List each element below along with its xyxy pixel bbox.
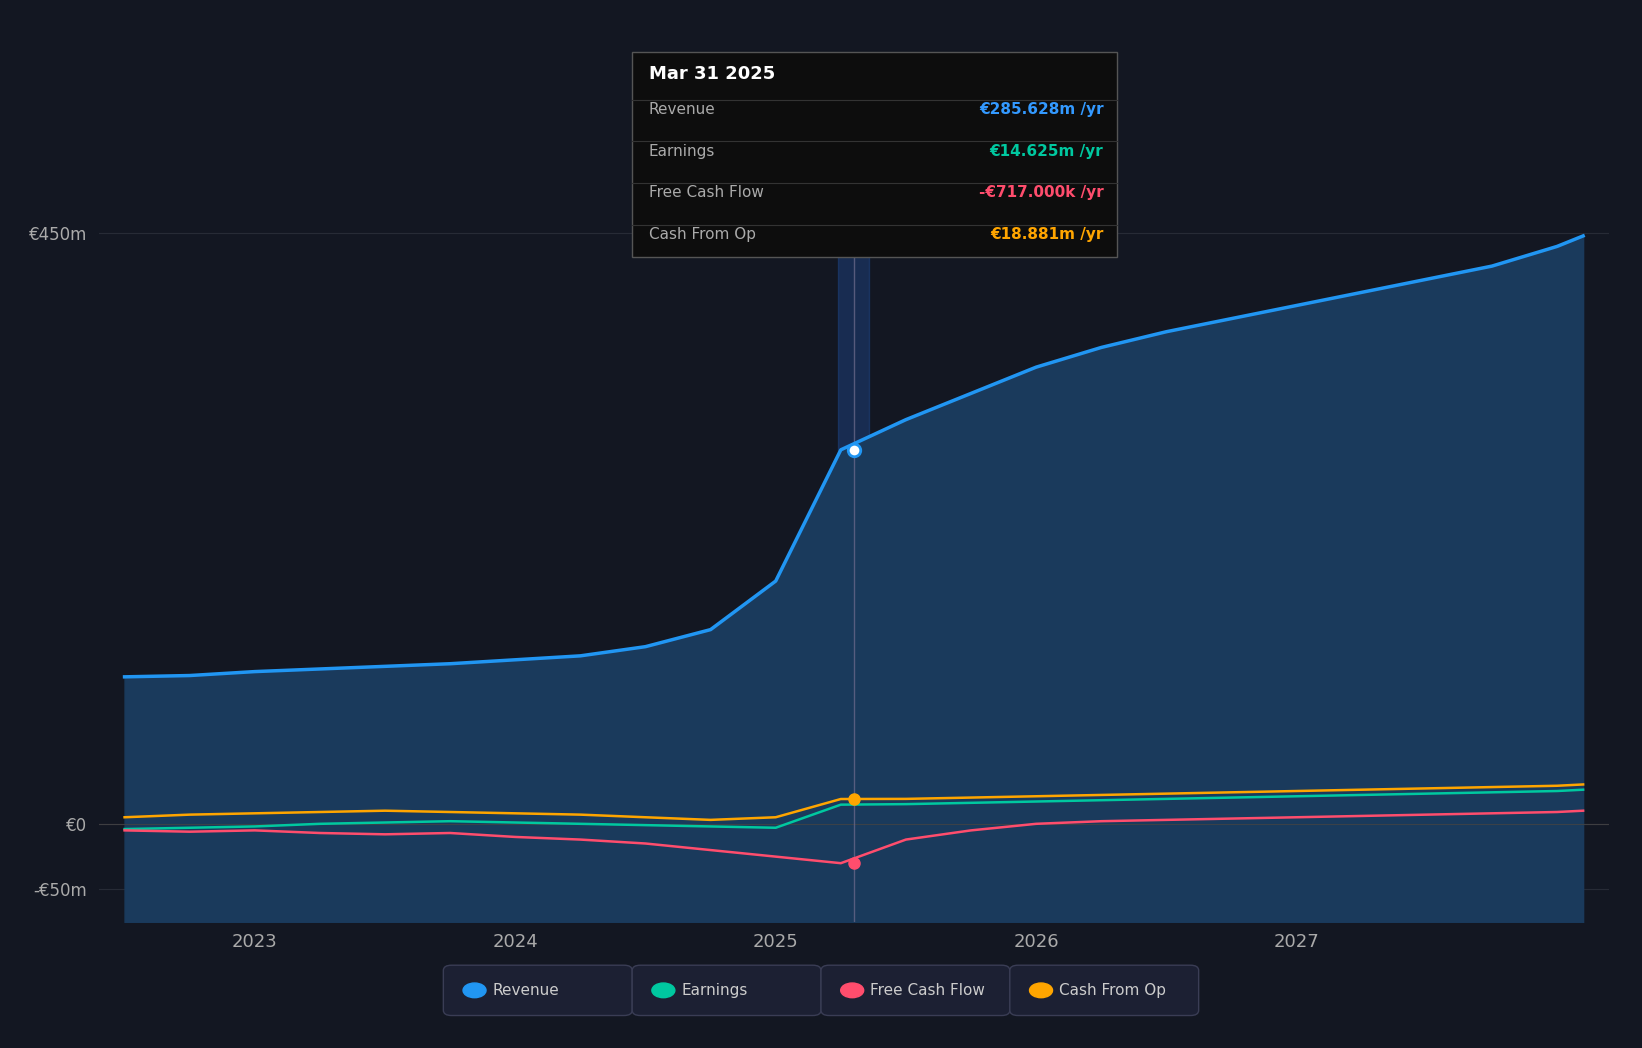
Text: Earnings: Earnings	[649, 144, 714, 158]
Text: Revenue: Revenue	[493, 983, 560, 998]
Text: Past: Past	[796, 226, 841, 245]
Bar	[837, 168, 870, 922]
Text: €14.625m /yr: €14.625m /yr	[990, 144, 1103, 158]
Text: Free Cash Flow: Free Cash Flow	[870, 983, 985, 998]
Text: Revenue: Revenue	[649, 102, 716, 116]
Text: €18.881m /yr: €18.881m /yr	[990, 227, 1103, 242]
Text: Cash From Op: Cash From Op	[649, 227, 755, 242]
Text: -€717.000k /yr: -€717.000k /yr	[979, 185, 1103, 200]
Text: Mar 31 2025: Mar 31 2025	[649, 65, 775, 83]
Text: Analysts Forecasts: Analysts Forecasts	[867, 226, 1034, 245]
Text: Cash From Op: Cash From Op	[1059, 983, 1166, 998]
Text: €285.628m /yr: €285.628m /yr	[979, 102, 1103, 116]
Text: Free Cash Flow: Free Cash Flow	[649, 185, 764, 200]
Text: Earnings: Earnings	[681, 983, 747, 998]
